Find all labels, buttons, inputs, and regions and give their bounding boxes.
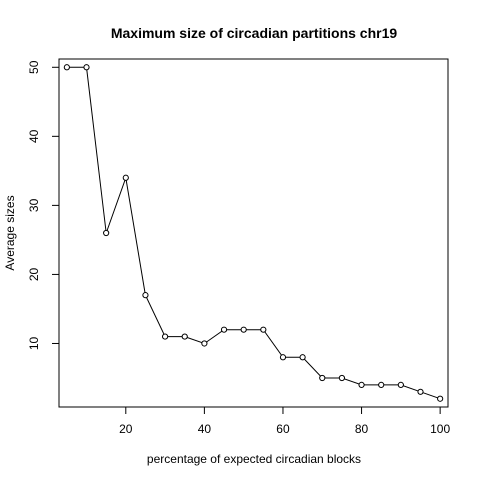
data-point-5 — [161, 333, 169, 340]
x-tick-label-0: 20 — [119, 422, 133, 436]
data-point-2 — [103, 229, 110, 237]
data-point-19 — [437, 395, 444, 402]
data-point-7 — [201, 340, 208, 347]
data-point-8 — [220, 326, 228, 333]
chart-title: Maximum size of circadian partitions chr… — [111, 25, 398, 41]
data-point-13 — [319, 374, 326, 382]
x-tick-label-3: 80 — [355, 422, 369, 436]
data-point-14 — [338, 374, 346, 382]
data-point-1 — [83, 64, 90, 71]
y-axis: 10 20 30 40 50 — [27, 60, 59, 350]
data-point-0 — [63, 64, 70, 71]
y-tick-label-1: 20 — [27, 267, 41, 281]
y-axis-label: Average sizes — [3, 195, 17, 270]
data-point-6 — [181, 333, 188, 340]
data-point-18 — [417, 388, 424, 395]
data-point-3 — [122, 174, 129, 181]
x-axis: 20 40 60 80 100 — [119, 407, 450, 436]
y-tick-label-4: 50 — [27, 60, 41, 74]
x-tick-label-1: 40 — [198, 422, 212, 436]
data-points — [63, 64, 444, 402]
data-point-9 — [240, 326, 247, 333]
plot-frame — [58, 58, 449, 408]
data-point-17 — [397, 381, 404, 389]
x-axis-label: percentage of expected circadian blocks — [147, 452, 361, 466]
series-line — [66, 66, 441, 400]
x-tick-label-2: 60 — [276, 422, 290, 436]
data-point-15 — [358, 381, 365, 389]
x-tick-label-4: 100 — [430, 422, 450, 436]
y-tick-label-0: 10 — [27, 336, 41, 350]
data-point-10 — [260, 326, 267, 333]
data-point-12 — [299, 354, 306, 361]
data-point-4 — [142, 292, 149, 299]
y-tick-label-3: 40 — [27, 129, 41, 143]
data-point-16 — [378, 381, 385, 389]
data-point-11 — [279, 354, 287, 361]
y-tick-label-2: 30 — [27, 198, 41, 212]
